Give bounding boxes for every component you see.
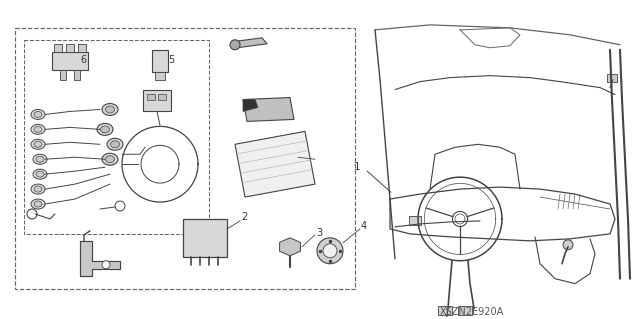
Circle shape xyxy=(323,244,337,258)
Ellipse shape xyxy=(31,124,45,134)
Ellipse shape xyxy=(97,123,113,135)
Ellipse shape xyxy=(31,139,45,149)
Bar xyxy=(155,72,165,80)
Bar xyxy=(60,70,66,80)
Bar xyxy=(24,40,209,234)
Ellipse shape xyxy=(31,184,45,194)
Text: 5: 5 xyxy=(168,55,174,65)
Ellipse shape xyxy=(102,103,118,115)
Bar xyxy=(438,306,452,315)
Polygon shape xyxy=(243,100,258,111)
Text: 2: 2 xyxy=(241,212,247,222)
Polygon shape xyxy=(280,238,300,256)
Text: 4: 4 xyxy=(361,221,367,231)
Bar xyxy=(143,90,171,111)
Ellipse shape xyxy=(34,126,42,132)
Bar xyxy=(607,74,617,82)
Bar xyxy=(152,50,168,72)
Text: 1: 1 xyxy=(353,162,360,172)
Bar xyxy=(66,44,74,52)
Ellipse shape xyxy=(106,106,115,113)
Bar xyxy=(52,52,88,70)
Circle shape xyxy=(230,40,240,50)
Bar xyxy=(158,93,166,100)
Text: XSZN2E920A: XSZN2E920A xyxy=(440,307,504,316)
Text: 3: 3 xyxy=(316,228,322,238)
Ellipse shape xyxy=(102,153,118,165)
Bar xyxy=(147,93,155,100)
Ellipse shape xyxy=(34,201,42,207)
Ellipse shape xyxy=(31,199,45,209)
Ellipse shape xyxy=(107,138,123,150)
Bar xyxy=(458,306,472,315)
Bar xyxy=(15,28,355,289)
Bar xyxy=(78,44,86,52)
Ellipse shape xyxy=(36,171,44,177)
Polygon shape xyxy=(80,241,120,276)
Ellipse shape xyxy=(34,141,42,147)
Circle shape xyxy=(317,238,343,264)
Ellipse shape xyxy=(34,186,42,192)
Text: 6: 6 xyxy=(80,55,86,65)
Bar xyxy=(54,44,62,52)
Ellipse shape xyxy=(33,169,47,179)
Bar xyxy=(74,70,80,80)
Ellipse shape xyxy=(33,154,47,164)
Ellipse shape xyxy=(34,111,42,117)
Circle shape xyxy=(563,240,573,250)
Bar xyxy=(409,217,421,226)
Circle shape xyxy=(102,261,110,269)
Bar xyxy=(183,219,227,257)
Ellipse shape xyxy=(111,141,120,148)
Ellipse shape xyxy=(36,156,44,162)
Ellipse shape xyxy=(106,156,115,163)
Polygon shape xyxy=(235,131,315,197)
Polygon shape xyxy=(232,38,267,48)
Ellipse shape xyxy=(31,109,45,119)
Polygon shape xyxy=(243,98,294,122)
Ellipse shape xyxy=(100,126,109,133)
